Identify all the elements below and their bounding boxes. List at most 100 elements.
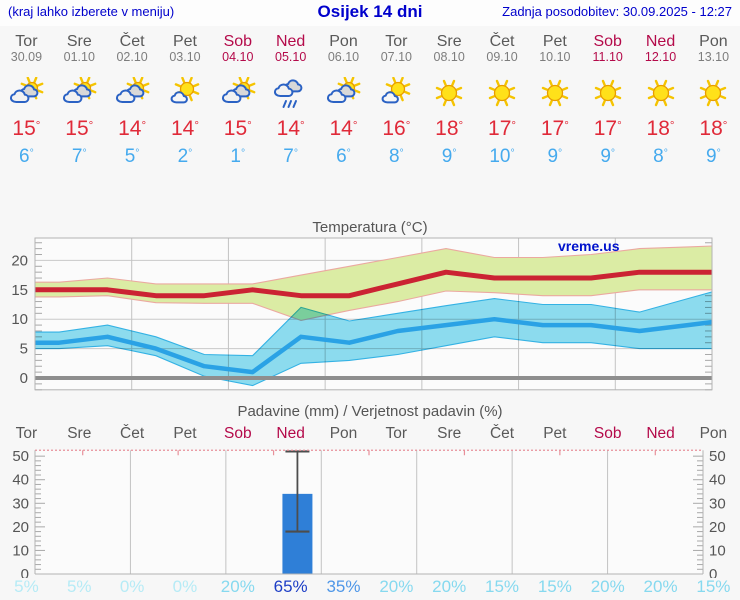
- high-temp-value: 14°: [170, 117, 199, 140]
- forecast-day-column[interactable]: Ned 12.10 18° 8°: [634, 28, 687, 170]
- weather-icon-box: [427, 77, 471, 110]
- svg-text:10: 10: [11, 311, 28, 328]
- day-date-label: 11.10: [592, 50, 623, 64]
- day-name-label: Pet: [542, 33, 567, 50]
- precip-day-label: Sre: [437, 425, 462, 442]
- svg-text:30: 30: [12, 495, 29, 512]
- precip-day-label: Tor: [385, 425, 408, 442]
- day-name-label: Ned: [645, 33, 676, 50]
- day-date-label: 07.10: [380, 50, 412, 64]
- day-name-label: Ned: [275, 33, 306, 50]
- day-date-label: 05.10: [275, 50, 307, 64]
- weather-icon-box: [110, 77, 154, 110]
- weather-icon-box: [321, 77, 365, 110]
- svg-text:20: 20: [12, 519, 29, 536]
- forecast-day-column[interactable]: Čet 02.10 14° 5°: [106, 28, 159, 170]
- day-name-label: Sob: [223, 33, 253, 50]
- sunny-icon: [700, 79, 727, 107]
- forecast-day-column[interactable]: Pon 13.10 18° 9°: [687, 28, 740, 170]
- temperature-chart-title: Temperatura (°C): [312, 219, 428, 236]
- day-name-label: Sre: [436, 33, 462, 50]
- high-temp-value: 18°: [646, 117, 675, 140]
- forecast-day-column[interactable]: Tor 30.09 15° 6°: [0, 28, 53, 170]
- mostly-sunny-icon: [381, 77, 411, 104]
- page-title: Osijek 14 dni: [317, 2, 423, 21]
- precip-probability-value: 20%: [590, 577, 625, 596]
- precip-day-label: Sre: [67, 425, 92, 442]
- day-name-label: Sob: [593, 33, 622, 50]
- header-bar: (kraj lahko izberete v meniju) Osijek 14…: [0, 0, 740, 26]
- high-temp-value: 14°: [329, 117, 358, 140]
- low-temp-value: 6°: [19, 146, 34, 167]
- precip-day-label: Ned: [276, 425, 305, 442]
- partly-cloudy-icon: [10, 77, 44, 103]
- svg-text:50: 50: [709, 448, 726, 465]
- precip-probability-value: 5%: [66, 577, 92, 596]
- day-name-label: Pon: [699, 33, 728, 50]
- location-menu-hint-link[interactable]: (kraj lahko izberete v meniju): [8, 4, 175, 19]
- sunny-icon: [594, 79, 621, 107]
- temperature-chart: 0 5 10 15 20 vreme.us: [11, 237, 713, 391]
- sunny-icon: [647, 79, 674, 107]
- high-temp-value: 15°: [223, 117, 252, 140]
- high-temp-value: 17°: [540, 117, 569, 140]
- precip-probability-value: 20%: [379, 577, 414, 596]
- forecast-day-column[interactable]: Sob 04.10 15° 1°: [211, 28, 264, 170]
- forecast-strip: Tor 30.09 15° 6° Sre 01.10 15° 7° Čet 02.10 14° 5° P…: [0, 28, 740, 170]
- max-temp-range-band: [35, 245, 712, 321]
- precip-probability-value: 15%: [485, 577, 520, 596]
- low-temp-value: 7°: [283, 146, 299, 167]
- svg-text:10: 10: [12, 542, 29, 559]
- last-update-timestamp: Zadnja posodobitev: 30.09.2025 - 12:27: [502, 4, 732, 19]
- precip-day-labels-row: Tor Sre Čet Pet Sob Ned Pon Tor Sre Čet Pet Sob Ned P…: [0, 425, 740, 443]
- svg-text:20: 20: [11, 252, 28, 269]
- forecast-day-column[interactable]: Pet 03.10 14° 2°: [159, 28, 212, 170]
- precip-probability-row: 5% 5% 0% 0% 20% 65% 35% 20% 20% 15% 15% 20% 20% 15%: [0, 577, 740, 597]
- weather-icon-box: [216, 77, 260, 110]
- precip-day-label: Tor: [15, 425, 38, 442]
- forecast-day-column[interactable]: Sre 01.10 15° 7°: [53, 28, 106, 170]
- low-temp-value: 6°: [336, 146, 351, 167]
- precipitation-chart: 0 0 10 10 20 20 30 30 40 40 50 50: [12, 448, 726, 578]
- svg-text:20: 20: [709, 519, 726, 536]
- weather-icon-box: [586, 77, 630, 110]
- forecast-day-column[interactable]: Pet 10.10 17° 9°: [528, 28, 581, 170]
- forecast-day-column[interactable]: Tor 07.10 16° 8°: [370, 28, 423, 170]
- forecast-day-column[interactable]: Sob 11.10 17° 9°: [581, 28, 634, 170]
- forecast-day-column[interactable]: Ned 05.10 14° 7°: [264, 28, 317, 170]
- svg-text:0: 0: [20, 370, 28, 387]
- precip-probability-value: 65%: [273, 577, 308, 596]
- weather-icon-box: [480, 77, 524, 110]
- weather-icon-box: [533, 77, 577, 110]
- day-date-label: 12.10: [644, 50, 677, 64]
- precipitation-chart-title: Padavine (mm) / Verjetnost padavin (%): [237, 403, 503, 420]
- low-temp-value: 9°: [441, 146, 457, 167]
- svg-text:40: 40: [12, 472, 29, 489]
- min-temp-line: [35, 316, 712, 375]
- high-temp-value: 14°: [276, 117, 305, 140]
- precip-day-label: Čet: [489, 425, 515, 442]
- watermark-text: vreme.us: [558, 238, 620, 254]
- partly-cloudy-icon: [116, 77, 150, 103]
- day-date-label: 06.10: [327, 50, 360, 64]
- weather-icon-box: [269, 77, 313, 110]
- precip-day-label: Čet: [120, 425, 145, 442]
- mostly-sunny-icon: [170, 77, 200, 104]
- precip-probability-value: 20%: [643, 577, 678, 596]
- precip-day-label: Pon: [699, 425, 728, 442]
- precip-probability-value: 20%: [432, 577, 467, 596]
- forecast-day-column[interactable]: Čet 09.10 17° 10°: [476, 28, 529, 170]
- partly-cloudy-icon: [63, 77, 97, 103]
- forecast-day-column[interactable]: Pon 06.10 14° 6°: [317, 28, 370, 170]
- weather-icon-box: [163, 77, 207, 110]
- svg-text:15: 15: [11, 282, 28, 299]
- precip-day-label: Pet: [543, 425, 567, 442]
- low-temp-value: 9°: [706, 146, 721, 167]
- weather-icon-box: [57, 77, 101, 110]
- high-temp-value: 18°: [699, 117, 728, 140]
- svg-text:50: 50: [12, 448, 29, 465]
- day-name-label: Čet: [119, 33, 145, 50]
- svg-text:30: 30: [709, 495, 726, 512]
- forecast-day-column[interactable]: Sre 08.10 18° 9°: [423, 28, 476, 170]
- precip-probability-value: 0%: [119, 577, 145, 596]
